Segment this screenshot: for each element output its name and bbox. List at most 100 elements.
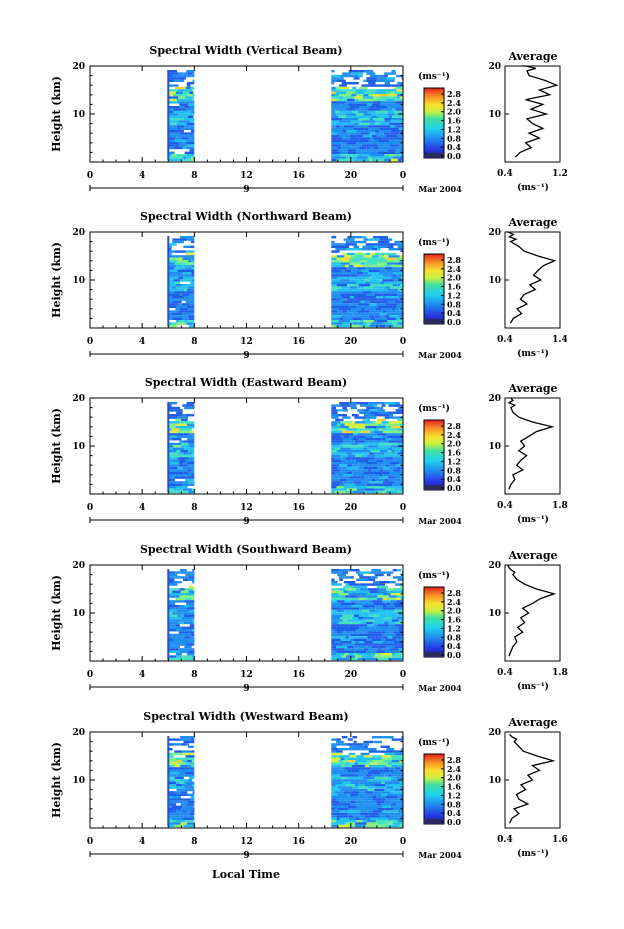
heatmap-cell — [178, 607, 187, 610]
heatmap-cell — [187, 462, 195, 465]
heatmap-cell — [388, 474, 395, 477]
heatmap-cell — [397, 815, 403, 818]
heatmap-column — [167, 236, 170, 326]
heatmap-cell — [378, 74, 385, 78]
colorbar-unit: (ms⁻¹) — [418, 403, 450, 414]
heatmap-cell — [360, 300, 365, 304]
heatmap-cell — [331, 120, 339, 123]
heatmap-cell — [363, 79, 367, 82]
heatmap-cell — [174, 310, 179, 313]
heatmap-cell — [359, 607, 370, 610]
heatmap-cell — [184, 614, 195, 617]
heatmap-cell — [371, 755, 375, 758]
heatmap-cell — [360, 108, 368, 111]
heatmap-cell — [374, 414, 384, 417]
heatmap-cell — [375, 605, 383, 608]
heatmap-cell — [347, 820, 357, 823]
heatmap-cell — [331, 134, 340, 138]
heatmap-cell — [182, 298, 192, 301]
heatmap-cell — [172, 483, 183, 486]
heatmap-cell — [392, 810, 398, 813]
heatmap-cell — [394, 752, 403, 756]
average-y-tick-label: 20 — [488, 62, 501, 72]
heatmap-cell — [392, 296, 399, 299]
heatmap-cell — [168, 817, 172, 820]
heatmap-cell — [390, 91, 395, 94]
heatmap-cell — [372, 248, 378, 251]
heatmap-cell — [178, 96, 186, 99]
heatmap-cell — [338, 267, 347, 270]
heatmap-cell — [394, 488, 399, 491]
heatmap-cell — [352, 743, 356, 746]
heatmap-cell — [345, 583, 349, 586]
heatmap-cell — [192, 581, 195, 584]
heatmap-cell — [373, 791, 381, 794]
heatmap-cell — [345, 457, 352, 460]
heatmap-cell — [331, 108, 336, 111]
heatmap-cell — [359, 624, 368, 627]
heatmap-cell — [362, 617, 374, 620]
heatmap-cell — [352, 786, 359, 789]
heatmap-cell — [364, 70, 374, 73]
heatmap-cell — [384, 281, 391, 284]
heatmap-cell — [395, 597, 401, 601]
heatmap-cell — [187, 464, 192, 467]
heatmap-cell — [352, 452, 362, 455]
heatmap-cell — [187, 641, 195, 644]
heatmap-cell — [366, 462, 373, 465]
heatmap-cell — [338, 308, 348, 311]
average-line — [509, 733, 556, 824]
heatmap-cell — [331, 645, 337, 649]
heatmap-cell — [383, 605, 387, 608]
heatmap-cell — [342, 631, 346, 634]
heatmap-cell — [356, 578, 369, 581]
heatmap-cell — [186, 626, 195, 629]
heatmap-cell — [331, 464, 340, 467]
heatmap-cell — [168, 134, 178, 138]
heatmap-cell — [168, 74, 173, 78]
heatmap-cell — [168, 442, 177, 446]
colorbar-bottom — [424, 485, 444, 490]
heatmap-cell — [387, 151, 391, 154]
heatmap-cell — [331, 269, 335, 272]
heatmap-cell — [183, 276, 194, 280]
heatmap-cell — [364, 130, 375, 133]
heatmap-cell — [362, 276, 369, 280]
x-tick-label: 4 — [139, 837, 145, 847]
heatmap-cell — [392, 781, 400, 784]
heatmap-cell — [178, 303, 182, 306]
heatmap-cell — [187, 779, 193, 782]
heatmap-cell — [364, 440, 369, 443]
heatmap-cell — [373, 320, 377, 323]
heatmap-cell — [361, 151, 368, 154]
heatmap-cell — [168, 488, 174, 491]
heatmap-cell — [378, 824, 387, 828]
average-x-tick-label: 1.4 — [552, 335, 568, 345]
heatmap-cell — [392, 284, 396, 287]
heatmap-cell — [181, 784, 186, 787]
heatmap-cell — [177, 260, 188, 263]
heatmap-cell — [179, 569, 187, 572]
heatmap-cell — [183, 824, 194, 828]
heatmap-cell — [347, 454, 356, 458]
heatmap-cell — [391, 308, 396, 311]
heatmap-cell — [334, 490, 346, 494]
heatmap-cell — [365, 267, 376, 270]
heatmap-cell — [352, 471, 364, 474]
heatmap-cell — [362, 767, 371, 770]
heatmap-cell — [375, 158, 384, 162]
heatmap-cell — [373, 137, 383, 140]
heatmap-cell — [331, 438, 336, 441]
heatmap-cell — [388, 798, 394, 801]
heatmap-cell — [380, 767, 385, 770]
colorbar-tick-label: 1.2 — [447, 623, 461, 633]
heatmap-cell — [331, 781, 342, 784]
heatmap-cell — [383, 469, 394, 472]
colorbar-tick-label: 1.6 — [447, 782, 461, 792]
heatmap-cell — [168, 471, 173, 474]
heatmap-cell — [349, 607, 356, 610]
heatmap-cell — [385, 91, 391, 94]
heatmap-cell — [191, 264, 195, 268]
heatmap-cell — [331, 810, 340, 813]
heatmap-cell — [349, 435, 354, 438]
